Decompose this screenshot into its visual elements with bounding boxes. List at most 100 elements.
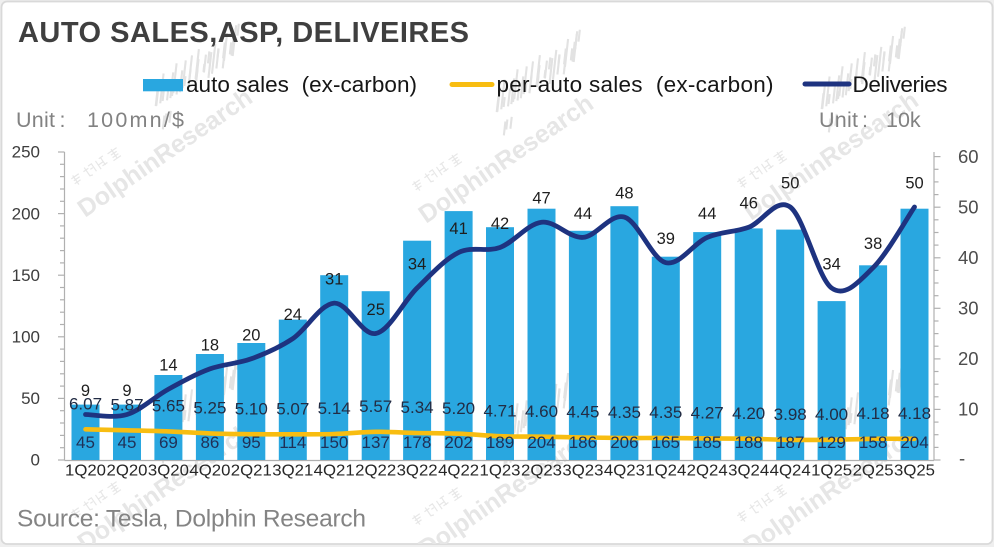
svg-text:45: 45 [76,433,95,452]
svg-text:Unit: Unit [16,108,55,132]
svg-text:3.98: 3.98 [774,405,807,424]
svg-text:18: 18 [201,336,219,354]
svg-text:34: 34 [408,256,426,274]
svg-text:5.20: 5.20 [442,399,475,418]
svg-text:10k: 10k [886,108,921,132]
svg-text:60: 60 [958,146,979,167]
svg-text:4.18: 4.18 [898,404,931,423]
svg-text:158: 158 [859,433,887,452]
svg-text:AUTO SALES,ASP, DELIVEIRES: AUTO SALES,ASP, DELIVEIRES [18,17,469,49]
svg-text:114: 114 [279,433,306,452]
svg-text:4.20: 4.20 [732,404,765,423]
svg-text:25: 25 [367,301,385,319]
svg-text:Deliveries: Deliveries [853,72,948,97]
svg-text:4Q24: 4Q24 [770,463,811,480]
svg-text:3Q22: 3Q22 [397,463,438,480]
svg-text:2Q23: 2Q23 [521,463,562,480]
svg-text:9: 9 [81,382,90,400]
svg-text:186: 186 [569,433,597,452]
svg-text:20: 20 [242,326,260,344]
svg-text:45: 45 [118,433,137,452]
svg-text:39: 39 [657,230,675,248]
svg-text:204: 204 [527,433,555,452]
svg-text:1Q20: 1Q20 [65,463,106,480]
svg-text:6.07: 6.07 [69,395,102,414]
svg-text:24: 24 [284,306,302,324]
svg-text:1Q25: 1Q25 [811,463,852,480]
svg-text:3Q20: 3Q20 [148,463,189,480]
svg-text:5.65: 5.65 [152,397,185,416]
svg-text:178: 178 [403,433,431,452]
svg-text:5.57: 5.57 [359,397,392,416]
svg-text::: : [60,108,66,132]
svg-text:4Q20: 4Q20 [189,463,230,480]
svg-text:4.71: 4.71 [483,401,516,420]
svg-text:40: 40 [958,247,979,268]
svg-text:34: 34 [822,256,840,274]
svg-text:20: 20 [958,348,979,369]
svg-text:1Q23: 1Q23 [480,463,521,480]
svg-text:50: 50 [905,175,923,193]
svg-text:137: 137 [362,433,390,452]
svg-text:3Q23: 3Q23 [562,463,603,480]
svg-text:150: 150 [12,266,40,285]
svg-text:3Q21: 3Q21 [272,463,313,480]
svg-text:4Q21: 4Q21 [314,463,355,480]
svg-text:250: 250 [12,143,40,162]
svg-text:4.00: 4.00 [815,405,848,424]
svg-text:14: 14 [159,357,177,375]
svg-text:100mn/$: 100mn/$ [87,108,184,132]
svg-text:4.35: 4.35 [649,403,682,422]
svg-text:4Q23: 4Q23 [604,463,645,480]
svg-text:150: 150 [320,433,348,452]
svg-text:38: 38 [864,235,882,253]
svg-text:1Q24: 1Q24 [645,463,686,480]
svg-text:3Q25: 3Q25 [894,463,935,480]
svg-text:-: - [959,448,965,469]
svg-text:31: 31 [325,271,343,289]
svg-text:46: 46 [740,195,758,213]
svg-text:auto sales (ex-carbon): auto sales (ex-carbon) [186,72,417,97]
svg-text:50: 50 [781,175,799,193]
svg-text:5.25: 5.25 [193,399,226,418]
svg-text:48: 48 [615,185,633,203]
svg-text:3Q24: 3Q24 [728,463,769,480]
svg-text:187: 187 [776,433,804,452]
svg-text:69: 69 [159,433,178,452]
svg-text:86: 86 [200,433,219,452]
svg-text:41: 41 [449,220,467,238]
svg-text:5.14: 5.14 [318,399,351,418]
svg-text:5.34: 5.34 [401,398,434,417]
svg-text:4.45: 4.45 [566,403,599,422]
svg-text:129: 129 [817,433,845,452]
svg-text:0: 0 [31,451,40,470]
svg-text:50: 50 [21,389,40,408]
svg-text:Unit: Unit [819,108,858,132]
svg-text:4.27: 4.27 [691,404,724,423]
svg-text:5.07: 5.07 [276,400,309,419]
svg-text:per-auto sales (ex-carbon): per-auto sales (ex-carbon) [497,72,774,97]
svg-text:206: 206 [610,433,638,452]
svg-text:5.87: 5.87 [110,396,143,415]
svg-text:189: 189 [486,433,514,452]
svg-text:165: 165 [652,433,680,452]
svg-text:4Q22: 4Q22 [438,463,479,480]
svg-text:202: 202 [444,433,472,452]
svg-text:2Q21: 2Q21 [231,463,272,480]
svg-text:2Q24: 2Q24 [687,463,728,480]
svg-text:200: 200 [12,204,40,223]
svg-text:100: 100 [12,328,40,347]
svg-text:2Q22: 2Q22 [355,463,396,480]
svg-text:10: 10 [958,399,979,420]
svg-text:4.60: 4.60 [525,402,558,421]
svg-text:2Q25: 2Q25 [853,463,894,480]
svg-text:9: 9 [122,382,131,400]
svg-text:5.10: 5.10 [235,399,268,418]
svg-text:44: 44 [574,205,592,223]
svg-text:2Q20: 2Q20 [107,463,148,480]
svg-text:185: 185 [693,433,721,452]
svg-text:44: 44 [698,205,716,223]
svg-text:4.35: 4.35 [608,403,641,422]
svg-text:50: 50 [958,196,979,217]
svg-text:188: 188 [735,433,763,452]
